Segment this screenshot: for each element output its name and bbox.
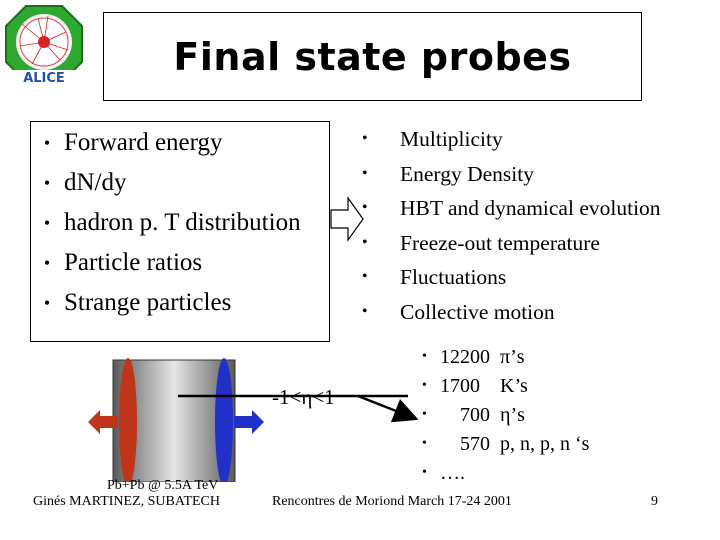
list-item: • Forward energy [30, 126, 301, 166]
list-item: • Energy Density [362, 159, 661, 194]
bullet-icon: • [362, 233, 368, 251]
list-item: • HBT and dynamical evolution [362, 193, 661, 228]
right-arrow-icon [330, 195, 364, 248]
left-arrow-icon [88, 410, 118, 434]
bullet-icon: • [362, 199, 368, 217]
bullet-icon: • [43, 133, 51, 153]
footer-author: Ginés MARTINEZ, SUBATECH [33, 494, 220, 509]
bullet-icon: • [43, 213, 51, 233]
list-item: • hadron p. T distribution [30, 206, 301, 246]
right-beam-arrow-icon [234, 410, 264, 434]
title-box: Final state probes [103, 12, 642, 101]
page-title: Final state probes [173, 34, 572, 79]
bullet-icon: • [43, 173, 51, 193]
collision-svg [88, 358, 419, 486]
collision-label: Pb+Pb @ 5.5A TeV [107, 478, 219, 493]
bullet-icon: • [422, 378, 427, 393]
bullet-icon: • [362, 130, 368, 147]
bullet-icon: • [43, 293, 51, 313]
particle-counts: • 12200 π’s • 1700 K’s • 700 η’s • 570 p, n, p, … [422, 344, 589, 489]
pb-nucleus-left [119, 358, 137, 486]
list-item: • Collective motion [362, 297, 661, 332]
list-item: • Strange particles [30, 286, 301, 326]
track-arrow-icon [357, 394, 419, 423]
alice-logo-icon: ALICE [5, 5, 83, 86]
eta-range-label: -1<η<1 [272, 385, 335, 409]
bullet-icon: • [362, 268, 368, 286]
logo-text: ALICE [23, 71, 65, 86]
pb-nucleus-right [215, 358, 233, 486]
bullet-icon: • [422, 465, 427, 480]
list-item: • 12200 π’s [422, 344, 589, 373]
right-list: • Multiplicity • Energy Density • HBT and d… [362, 124, 661, 332]
alice-logo: ALICE [2, 2, 86, 86]
list-item: • Freeze-out temperature [362, 228, 661, 263]
bullet-icon: • [362, 302, 368, 320]
bullet-icon: • [362, 164, 368, 182]
bullet-icon: • [422, 407, 427, 422]
bullet-icon: • [422, 349, 427, 364]
list-item: • Multiplicity [362, 124, 661, 159]
bullet-icon: • [422, 436, 427, 451]
footer-conference: Rencontres de Moriond March 17-24 2001 [272, 494, 512, 509]
list-item: • 700 η’s [422, 402, 589, 431]
list-item: • dN/dy [30, 166, 301, 206]
page-number: 9 [651, 494, 658, 509]
list-item: • 570 p, n, p, n ‘s [422, 431, 589, 460]
list-item: • Particle ratios [30, 246, 301, 286]
left-list: • Forward energy • dN/dy • hadron p. T dist… [30, 126, 301, 326]
collision-diagram [88, 342, 419, 487]
bullet-icon: • [43, 253, 51, 273]
list-item: • Fluctuations [362, 262, 661, 297]
list-item: •…. [422, 460, 589, 489]
left-box [30, 121, 330, 342]
list-item: • 1700 K’s [422, 373, 589, 402]
